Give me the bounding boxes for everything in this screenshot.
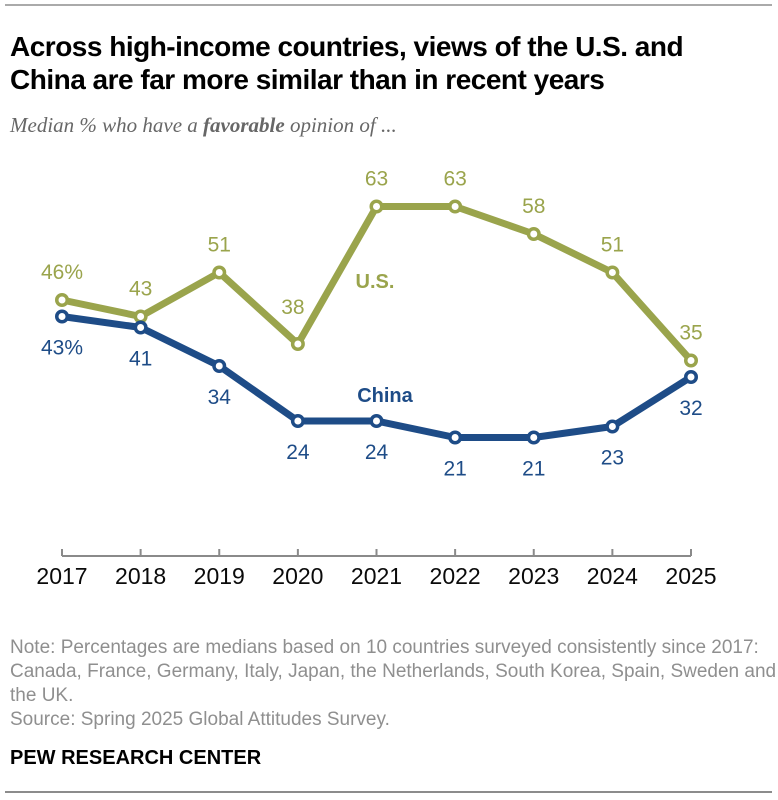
- value-label-china-2019: 34: [208, 386, 232, 409]
- value-label-us-2022: 63: [443, 168, 466, 191]
- data-point-us-2020: [290, 337, 305, 351]
- value-label-us-2023: 58: [522, 195, 545, 218]
- value-label-china-2022: 21: [443, 458, 466, 481]
- series-label-us: U.S.: [356, 271, 395, 293]
- bottom-divider: [5, 791, 772, 793]
- year-label-2022: 2022: [430, 563, 481, 589]
- value-label-us-2019: 51: [208, 234, 231, 257]
- chart-header: Across high-income countries, views of t…: [10, 30, 770, 138]
- value-label-china-2023: 21: [522, 458, 545, 481]
- data-point-us-2024: [605, 265, 620, 280]
- chart-subtitle: Median % who have a favorable opinion of…: [10, 113, 770, 138]
- chart-footer: Note: Percentages are medians based on 1…: [10, 636, 777, 770]
- note-line: Canada, France, Germany, Italy, Japan, t…: [10, 661, 777, 682]
- data-point-china-2023: [526, 430, 541, 445]
- year-label-2017: 2017: [36, 563, 87, 589]
- data-point-us-2023: [526, 227, 541, 241]
- page-title-line2: China are far more similar than in recen…: [10, 64, 605, 95]
- data-point-china-2020: [290, 414, 305, 428]
- brand-label: PEW RESEARCH CENTER: [10, 747, 262, 769]
- value-label-us-2025: 35: [679, 322, 702, 345]
- note-line: the UK.: [10, 685, 74, 706]
- subtitle-prefix: Median % who have a: [10, 113, 204, 137]
- value-label-china-2025: 32: [679, 397, 702, 420]
- source-line: Source: Spring 2025 Global Attitudes Sur…: [10, 709, 390, 730]
- data-point-china-2019: [212, 359, 227, 373]
- value-label-china-2021: 24: [365, 441, 389, 464]
- value-label-us-2018: 43: [129, 278, 152, 301]
- data-point-china-2025: [684, 370, 698, 384]
- data-point-china-2017: [55, 309, 69, 324]
- year-label-2019: 2019: [194, 563, 245, 589]
- top-divider: [5, 4, 772, 6]
- value-label-us-2024: 51: [601, 234, 624, 257]
- value-label-china-2020: 24: [286, 441, 310, 464]
- year-label-2025: 2025: [665, 563, 716, 589]
- data-point-us-2018: [133, 309, 148, 324]
- year-label-2020: 2020: [272, 563, 323, 589]
- subtitle-emphasis: favorable: [203, 113, 285, 137]
- data-point-us-2025: [684, 353, 698, 368]
- value-label-us-2021: 63: [365, 168, 388, 191]
- value-label-china-2018: 41: [129, 348, 152, 371]
- data-point-us-2022: [448, 199, 463, 214]
- page-title-line1: Across high-income countries, views of t…: [10, 31, 684, 62]
- value-label-china-2024: 23: [601, 447, 624, 470]
- data-point-china-2021: [369, 414, 384, 428]
- series-label-china: China: [357, 385, 413, 407]
- value-label-us-2017: 46%: [41, 261, 83, 284]
- note-line: Note: Percentages are medians based on 1…: [10, 637, 759, 658]
- subtitle-suffix: opinion of ...: [284, 113, 397, 137]
- data-point-us-2017: [55, 293, 69, 307]
- year-label-2021: 2021: [351, 563, 402, 589]
- value-label-us-2020: 38: [281, 296, 304, 319]
- data-point-china-2022: [448, 430, 463, 445]
- year-label-2024: 2024: [587, 563, 638, 589]
- data-point-us-2021: [369, 199, 384, 214]
- data-point-china-2024: [605, 419, 620, 434]
- year-label-2018: 2018: [115, 563, 166, 589]
- year-label-2023: 2023: [508, 563, 559, 589]
- data-point-us-2019: [212, 265, 227, 280]
- data-point-china-2018: [133, 320, 148, 335]
- value-label-china-2017: 43%: [41, 337, 83, 360]
